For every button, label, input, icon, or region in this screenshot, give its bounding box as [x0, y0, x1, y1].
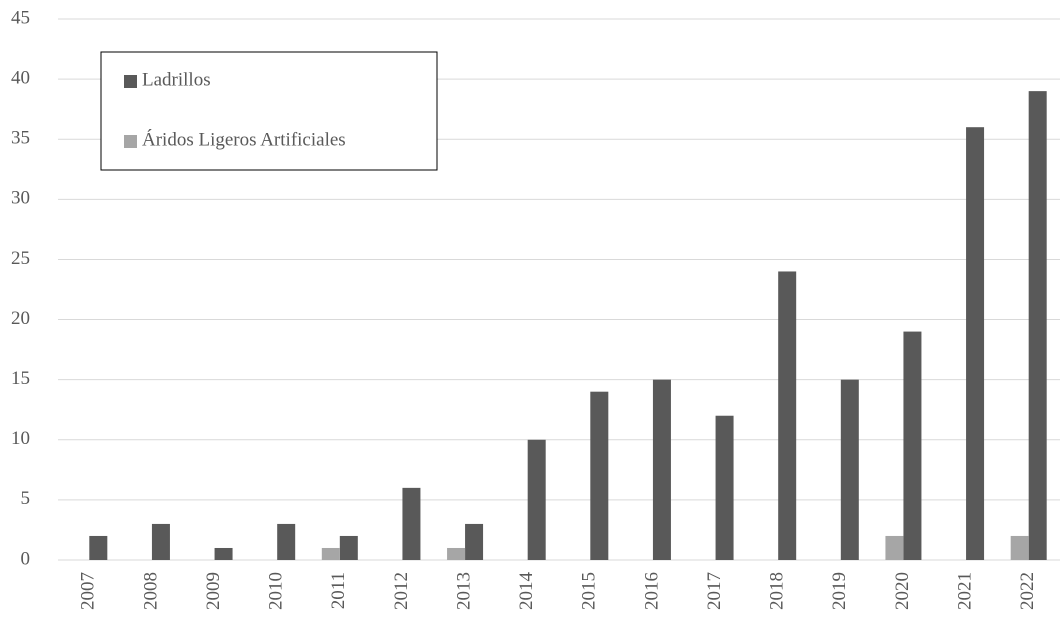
bar	[277, 523, 296, 560]
bar	[527, 439, 546, 560]
x-tick-label: 2010	[266, 572, 287, 610]
legend-label: Áridos Ligeros Artificiales	[142, 128, 346, 150]
bar	[214, 547, 233, 560]
x-tick-label: 2015	[579, 572, 600, 610]
bar	[652, 379, 671, 560]
bar	[465, 523, 484, 560]
bar	[447, 547, 466, 560]
legend-label: Ladrillos	[142, 69, 211, 90]
x-tick-label: 2021	[954, 572, 975, 610]
x-tick-label: 2017	[704, 572, 725, 610]
y-tick-label: 45	[11, 7, 30, 28]
x-tick-label: 2011	[328, 572, 349, 609]
bar	[590, 391, 609, 560]
y-tick-label: 5	[21, 488, 31, 509]
x-tick-label: 2020	[892, 572, 913, 610]
bar	[903, 331, 922, 560]
y-tick-label: 35	[11, 128, 30, 149]
bar	[321, 547, 340, 560]
bar	[840, 379, 859, 560]
bar	[1010, 535, 1029, 560]
x-tick-label: 2013	[453, 572, 474, 610]
y-tick-label: 0	[21, 548, 31, 569]
x-tick-label: 2009	[203, 572, 224, 610]
bar	[715, 415, 734, 560]
x-tick-label: 2014	[516, 572, 537, 611]
x-tick-label: 2008	[140, 572, 161, 610]
bar	[402, 487, 421, 560]
bar	[966, 127, 985, 560]
y-tick-label: 10	[11, 428, 30, 449]
bar	[1028, 91, 1047, 560]
bar	[151, 523, 170, 560]
x-tick-label: 2012	[391, 572, 412, 610]
x-tick-label: 2018	[767, 572, 788, 610]
legend-box	[100, 51, 438, 171]
legend-swatch	[124, 135, 137, 148]
bar	[885, 535, 904, 560]
x-tick-label: 2016	[641, 572, 662, 610]
bar	[339, 535, 358, 560]
y-tick-label: 40	[11, 67, 30, 88]
y-tick-label: 30	[11, 188, 30, 209]
x-tick-label: 2019	[829, 572, 850, 610]
y-tick-label: 20	[11, 308, 30, 329]
x-tick-label: 2007	[78, 572, 99, 610]
bar	[89, 535, 108, 560]
legend-swatch	[124, 75, 137, 88]
x-tick-label: 2022	[1017, 572, 1038, 610]
y-tick-label: 15	[11, 368, 30, 389]
y-tick-label: 25	[11, 248, 30, 269]
bar	[778, 271, 797, 560]
